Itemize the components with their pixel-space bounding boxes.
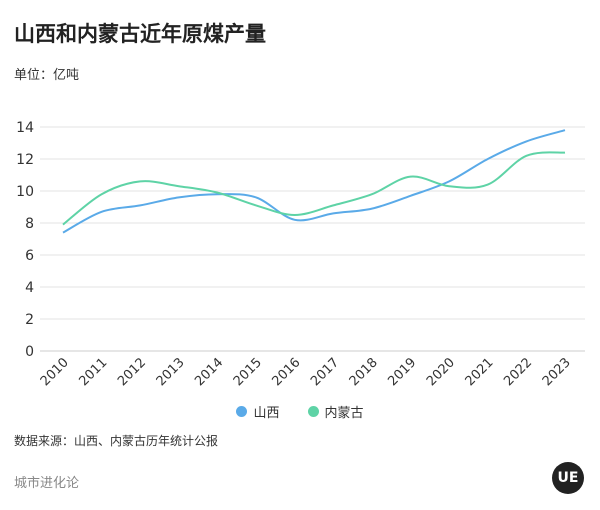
x-tick-label: 2019 — [385, 355, 419, 389]
y-tick-label: 14 — [16, 120, 34, 136]
legend-label: 内蒙古 — [324, 406, 364, 421]
chart-title: 山西和内蒙古近年原煤产量 — [14, 22, 266, 46]
series-line-inner-mongolia — [62, 151, 566, 226]
y-tick-label: 6 — [25, 248, 34, 264]
x-tick-label: 2013 — [154, 355, 188, 389]
legend-marker-shanxi — [236, 406, 248, 417]
brand-name: 城市进化论 — [14, 476, 80, 491]
unit-label: 单位：亿吨 — [14, 68, 80, 83]
x-tick-label: 2016 — [270, 355, 304, 389]
data-source: 数据来源：山西、内蒙古历年统计公报 — [14, 434, 219, 448]
series-line-shanxi — [62, 129, 566, 234]
x-tick-label: 2021 — [463, 355, 497, 389]
legend-item-inner-mongolia[interactable]: 内蒙古 — [307, 402, 364, 421]
x-tick-label: 2023 — [540, 355, 574, 389]
y-tick-label: 12 — [16, 152, 34, 168]
x-tick-label: 2017 — [308, 355, 342, 389]
legend: 山西 内蒙古 — [0, 402, 600, 421]
x-tick-label: 2014 — [192, 355, 226, 389]
x-tick-label: 2022 — [501, 355, 535, 389]
y-tick-label: 8 — [25, 216, 34, 232]
x-tick-label: 2011 — [76, 355, 110, 389]
y-tick-label: 2 — [25, 312, 34, 328]
x-tick-label: 2020 — [424, 355, 458, 389]
legend-marker-inner-mongolia — [307, 406, 319, 417]
y-tick-label: 10 — [16, 184, 34, 200]
x-tick-label: 2010 — [38, 355, 72, 389]
legend-item-shanxi[interactable]: 山西 — [236, 402, 280, 421]
y-tick-label: 0 — [25, 344, 34, 360]
x-tick-label: 2015 — [231, 355, 265, 389]
legend-label: 山西 — [253, 406, 280, 421]
y-tick-label: 4 — [25, 280, 34, 296]
x-tick-label: 2012 — [115, 355, 149, 389]
brand-logo: UE — [552, 462, 584, 494]
x-tick-label: 2018 — [347, 355, 381, 389]
